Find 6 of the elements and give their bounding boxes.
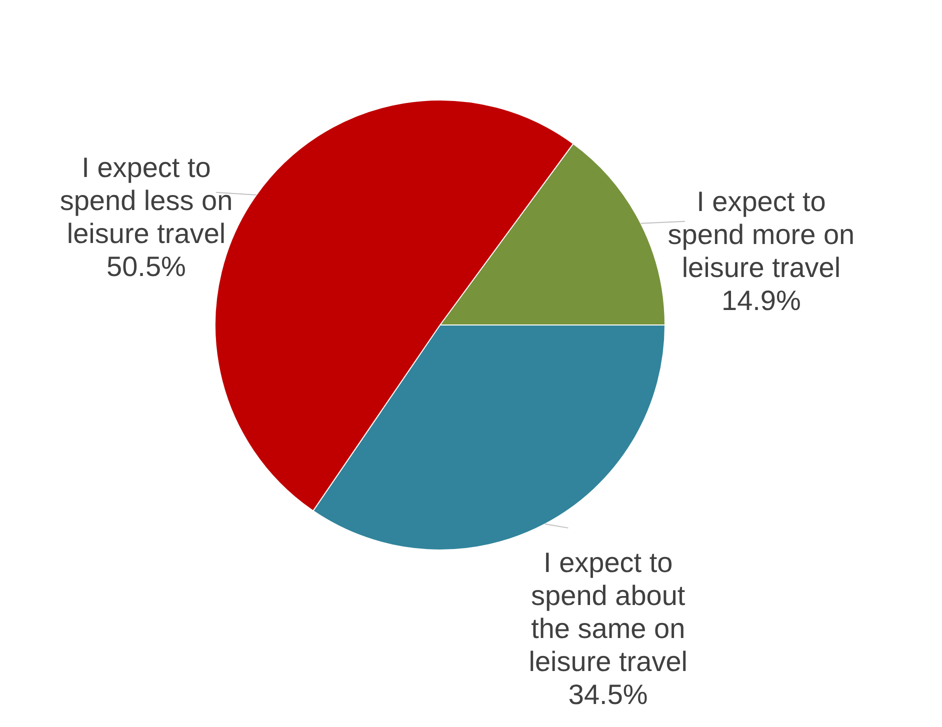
data-label: 50.5%: [106, 250, 186, 282]
slice-label: I expect to spend less on leisure travel: [60, 152, 233, 249]
slice-label: I expect to spend about the same on leisure travel: [528, 546, 688, 677]
slice-label: I expect to spend more on leisure travel: [668, 186, 855, 284]
data-label: 34.5%: [568, 678, 648, 710]
data-label: 14.9%: [721, 285, 801, 316]
